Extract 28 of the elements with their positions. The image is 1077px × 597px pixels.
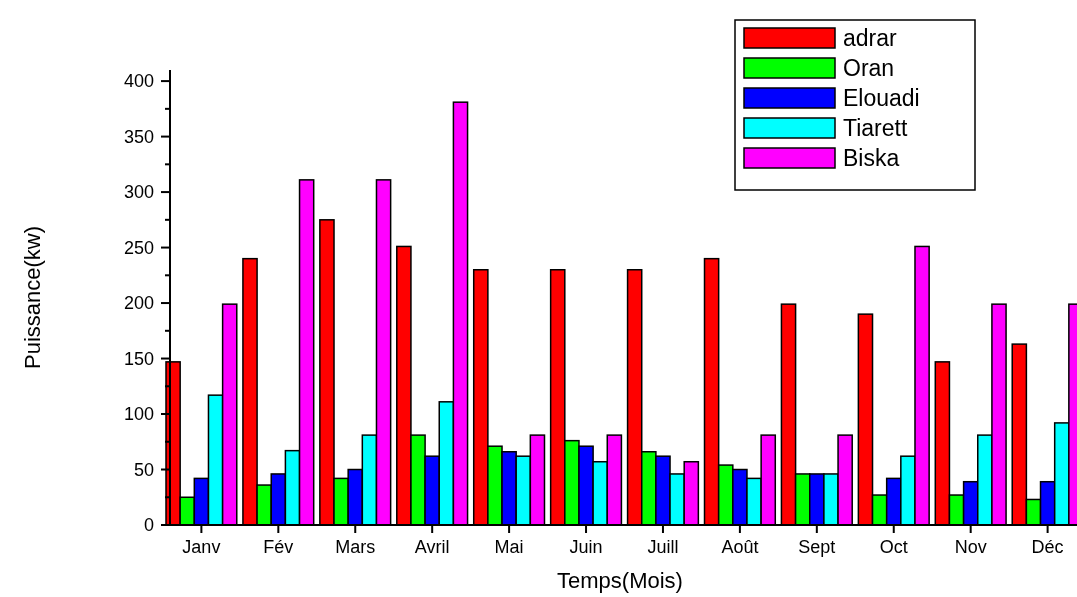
x-tick-label: Sept	[798, 537, 836, 557]
legend-label: Tiarett	[843, 115, 908, 142]
x-tick-label: Juin	[569, 537, 603, 557]
y-tick-label: 350	[123, 126, 154, 147]
x-tick-label: Janv	[182, 537, 221, 557]
legend-label: Elouadi	[843, 85, 920, 112]
x-tick-label: Août	[721, 537, 759, 557]
y-tick-label: 300	[123, 182, 154, 203]
x-tick-label: Déc	[1031, 537, 1064, 557]
y-tick-label: 400	[123, 71, 154, 92]
legend-label: adrar	[843, 25, 898, 52]
x-tick-label: Nov	[954, 537, 987, 557]
y-tick-label: 50	[133, 459, 154, 480]
x-tick-label: Juill	[647, 537, 679, 557]
x-tick-label: Oct	[879, 537, 908, 557]
y-tick-label: 150	[123, 348, 154, 369]
y-axis-title: Puissance(kw)	[20, 225, 45, 370]
y-tick-label: 100	[123, 404, 154, 425]
x-tick-label: Fév	[263, 537, 294, 557]
x-tick-label: Mars	[335, 537, 376, 557]
legend-label: Biska	[843, 145, 900, 172]
y-tick-label: 0	[143, 515, 154, 536]
legend-label: Oran	[843, 55, 895, 82]
y-tick-label: 250	[123, 237, 154, 258]
y-tick-label: 200	[123, 293, 154, 314]
x-tick-label: Avril	[414, 537, 450, 557]
x-axis-title: Temps(Mois)	[557, 568, 683, 593]
x-tick-label: Mai	[494, 537, 524, 557]
